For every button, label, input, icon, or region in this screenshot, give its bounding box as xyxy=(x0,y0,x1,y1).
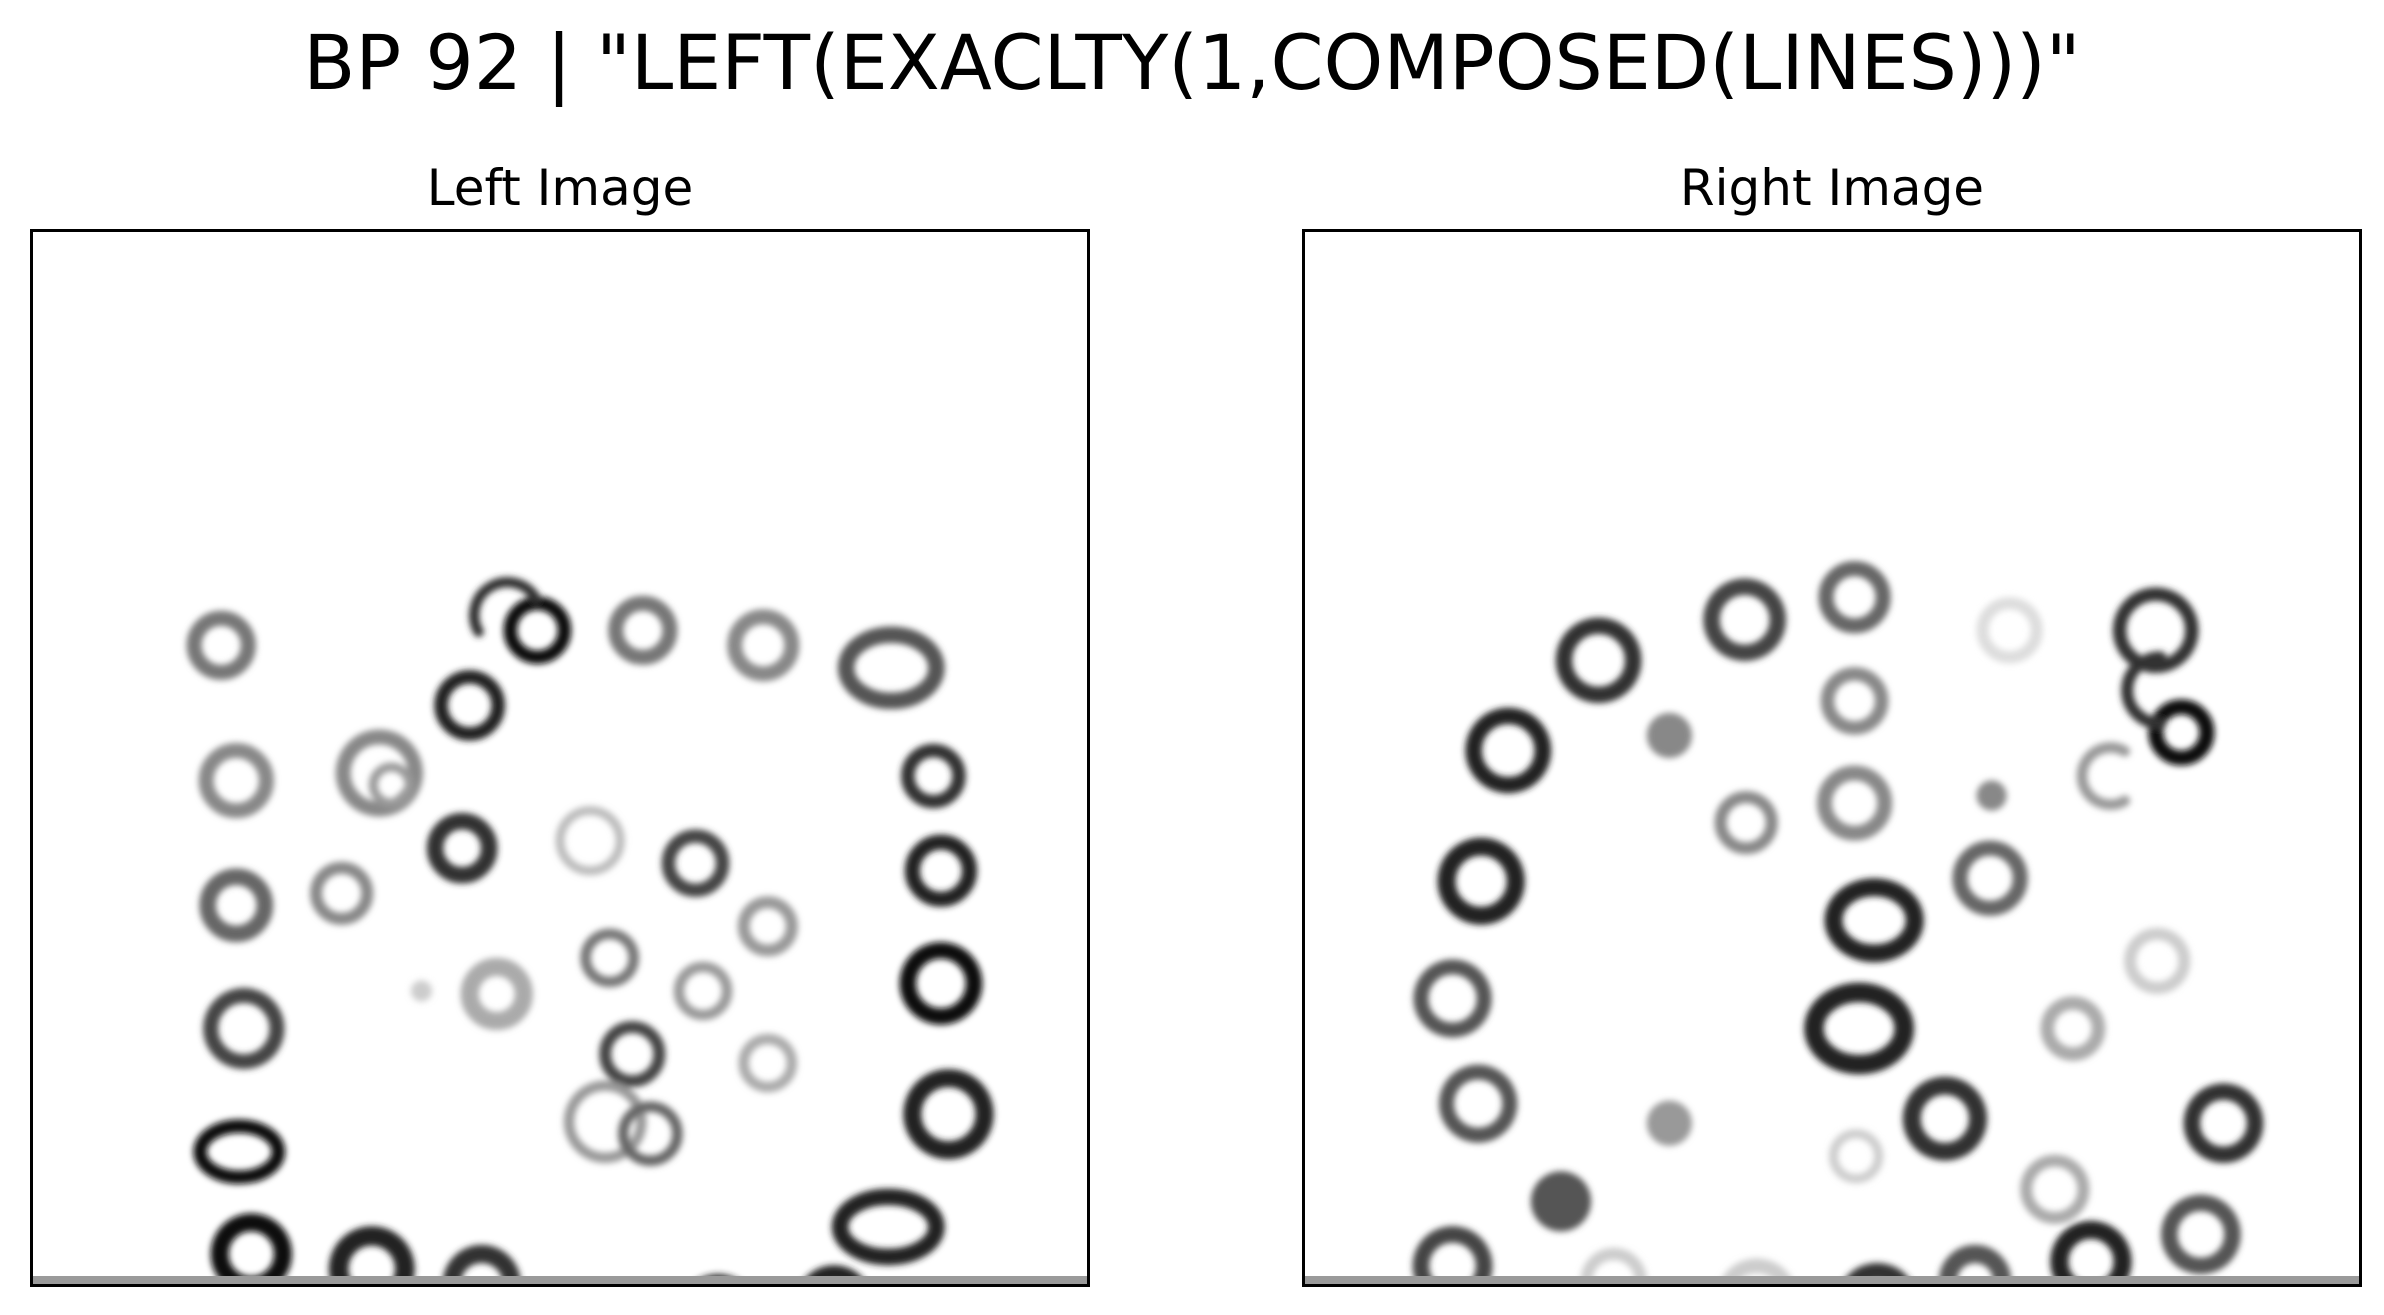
right-dot-shape xyxy=(1530,1171,1592,1232)
left-ring-shape xyxy=(737,896,798,957)
left-ring-shape xyxy=(210,1213,292,1284)
right-image-title: Right Image xyxy=(1679,159,1985,217)
left-ring-shape xyxy=(801,1265,868,1284)
right-ring-shape xyxy=(1437,837,1525,925)
right-panel-bottom-edge xyxy=(1305,1276,2359,1284)
left-ring-shape xyxy=(310,861,374,925)
right-ring-shape xyxy=(2112,587,2199,674)
left-ring-shape xyxy=(335,729,423,817)
left-ring-shape xyxy=(460,957,533,1031)
right-dot-shape xyxy=(1646,712,1692,758)
right-ring-shape xyxy=(1412,1226,1493,1284)
right-ring-shape xyxy=(1841,1262,1913,1284)
left-ring-shape xyxy=(434,670,506,741)
right-ring-shape xyxy=(1902,1076,1988,1161)
left-ring-shape xyxy=(503,596,572,665)
right-arc-shape xyxy=(2121,651,2167,730)
left-ring-shape xyxy=(328,1226,415,1284)
left-ring-shape xyxy=(727,609,800,682)
left-ring-shape xyxy=(738,1033,798,1093)
left-ellipse-shape xyxy=(837,626,945,710)
right-arc-shape xyxy=(2076,742,2131,810)
left-ring-shape xyxy=(203,987,285,1070)
right-ring-shape xyxy=(2050,1220,2132,1284)
right-dot-shape xyxy=(1646,1100,1692,1146)
right-ring-shape xyxy=(1952,840,2028,916)
right-ellipse-shape xyxy=(1824,878,1924,963)
right-ring-shape xyxy=(2124,927,2191,994)
right-ring-shape xyxy=(1718,1258,1795,1284)
right-ring-shape xyxy=(1555,617,1642,704)
right-ring-shape xyxy=(2040,996,2106,1061)
left-ellipse-shape xyxy=(193,1119,286,1185)
right-ring-shape xyxy=(2148,699,2215,766)
left-ring-shape xyxy=(563,1080,647,1164)
right-ellipse-shape xyxy=(1804,982,1915,1075)
left-image-panel xyxy=(30,229,1090,1287)
left-arc-shape xyxy=(468,576,542,638)
left-ring-shape xyxy=(661,829,730,898)
right-ring-shape xyxy=(1818,561,1891,634)
left-image-title: Left Image xyxy=(426,159,694,217)
left-ring-shape xyxy=(617,1101,683,1167)
left-ring-shape xyxy=(199,868,274,943)
right-image-canvas xyxy=(1412,561,2264,1284)
right-image-panel xyxy=(1302,229,2362,1287)
left-ring-shape xyxy=(599,1021,666,1088)
left-ring-shape xyxy=(555,806,625,876)
left-ring-shape xyxy=(442,1244,521,1284)
right-ring-shape xyxy=(2160,1194,2241,1275)
right-dot-shape xyxy=(1976,780,2007,811)
right-ring-shape xyxy=(1820,667,1889,735)
left-image-canvas xyxy=(186,576,994,1284)
right-ring-shape xyxy=(1413,959,1492,1038)
left-ring-shape xyxy=(899,942,983,1025)
left-ring-shape xyxy=(580,928,640,988)
left-ring-shape xyxy=(901,743,966,809)
right-ring-shape xyxy=(1703,578,1787,662)
left-ellipse-shape xyxy=(831,1188,945,1266)
left-dot-shape xyxy=(410,980,433,1002)
left-ring-shape xyxy=(368,762,414,808)
left-panel-bottom-edge xyxy=(33,1276,1087,1284)
right-ring-shape xyxy=(2183,1083,2264,1164)
right-ring-shape xyxy=(1828,1129,1884,1184)
left-ring-shape xyxy=(608,595,678,665)
figure-title: BP 92 | "LEFT(EXACLTY(1,COMPOSED(LINES))… xyxy=(303,18,2081,107)
right-ring-shape xyxy=(1976,597,2043,664)
left-ring-shape xyxy=(426,812,498,884)
right-ring-shape xyxy=(2020,1154,2090,1224)
right-ring-shape xyxy=(1816,765,1893,841)
left-ring-shape xyxy=(673,961,733,1021)
left-ring-shape xyxy=(186,610,256,680)
left-ring-shape xyxy=(904,834,978,907)
right-ring-shape xyxy=(1439,1064,1518,1143)
left-ring-shape xyxy=(903,1069,994,1160)
right-ring-shape xyxy=(1714,791,1778,855)
left-ring-shape xyxy=(198,742,274,819)
right-ring-shape xyxy=(1465,707,1552,794)
